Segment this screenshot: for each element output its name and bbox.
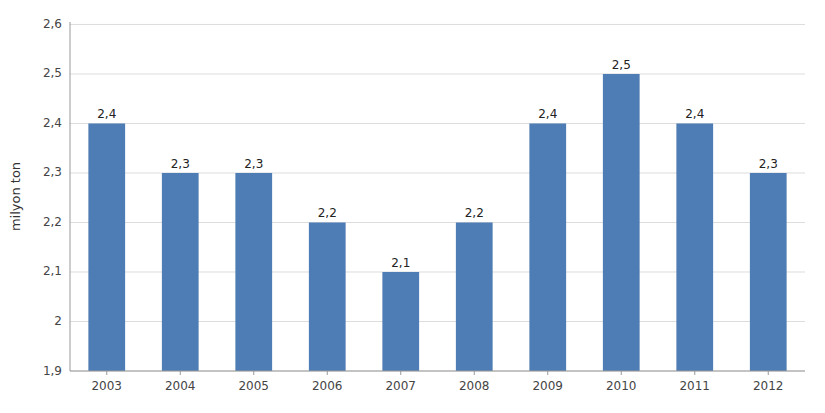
x-tick — [180, 371, 181, 375]
bar — [309, 222, 346, 371]
bar — [88, 123, 125, 371]
y-tick-label: 1,9 — [43, 364, 62, 378]
data-label: 2,3 — [759, 157, 778, 171]
grid-line — [70, 24, 805, 25]
bar — [456, 222, 493, 371]
y-tick-label: 2 — [54, 314, 62, 328]
bar — [382, 272, 419, 371]
x-tick-label: 2003 — [91, 379, 122, 393]
data-label: 2,3 — [171, 157, 190, 171]
bar — [750, 173, 787, 371]
x-tick-label: 2005 — [238, 379, 269, 393]
bars — [88, 74, 786, 371]
data-label: 2,4 — [685, 107, 704, 121]
x-tick-label: 2012 — [753, 379, 784, 393]
data-label: 2,4 — [97, 107, 116, 121]
chart: 1,9 2 2,1 2,2 2,3 2,4 2,5 2,6 2,4 2,3 2,3 2,2 2,1 2,2… — [0, 0, 825, 413]
chart-container: 1,9 2 2,1 2,2 2,3 2,4 2,5 2,6 2,4 2,3 2,3 2,2 2,1 2,2… — [0, 0, 825, 413]
x-tick — [400, 371, 401, 375]
y-axis: 1,9 2 2,1 2,2 2,3 2,4 2,5 2,6 — [43, 17, 805, 378]
x-axis: 2003 2004 2005 2006 2007 2008 2009 2010 2011 2012 — [70, 371, 805, 393]
y-tick-label: 2,1 — [43, 264, 62, 278]
x-tick — [768, 371, 769, 375]
data-label: 2,1 — [391, 256, 410, 270]
x-tick — [253, 371, 254, 375]
y-tick-label: 2,5 — [43, 66, 62, 80]
bar — [235, 173, 272, 371]
x-tick-label: 2006 — [312, 379, 343, 393]
x-tick — [694, 371, 695, 375]
data-label: 2,4 — [538, 107, 557, 121]
grid-line — [70, 73, 805, 74]
x-tick-label: 2007 — [385, 379, 416, 393]
data-label: 2,5 — [612, 58, 631, 72]
y-tick-label: 2,4 — [43, 116, 62, 130]
x-tick-label: 2010 — [606, 379, 637, 393]
bar — [603, 74, 640, 371]
x-tick — [547, 371, 548, 375]
bar — [676, 123, 713, 371]
data-label: 2,2 — [465, 206, 484, 220]
bar — [162, 173, 199, 371]
data-labels: 2,4 2,3 2,3 2,2 2,1 2,2 2,4 2,5 2,4 2,3 — [97, 58, 778, 270]
x-tick — [106, 371, 107, 375]
x-tick-label: 2009 — [532, 379, 563, 393]
x-tick — [474, 371, 475, 375]
x-tick-label: 2008 — [459, 379, 490, 393]
x-tick-label: 2004 — [165, 379, 196, 393]
bar — [529, 123, 566, 371]
x-tick-label: 2011 — [679, 379, 710, 393]
y-tick-label: 2,2 — [43, 215, 62, 229]
x-tick — [327, 371, 328, 375]
y-tick-label: 2,3 — [43, 165, 62, 179]
y-tick-label: 2,6 — [43, 17, 62, 31]
x-tick — [621, 371, 622, 375]
data-label: 2,2 — [318, 206, 337, 220]
y-axis-label: milyon ton — [8, 162, 23, 231]
data-label: 2,3 — [244, 157, 263, 171]
y-axis-line — [70, 22, 71, 371]
